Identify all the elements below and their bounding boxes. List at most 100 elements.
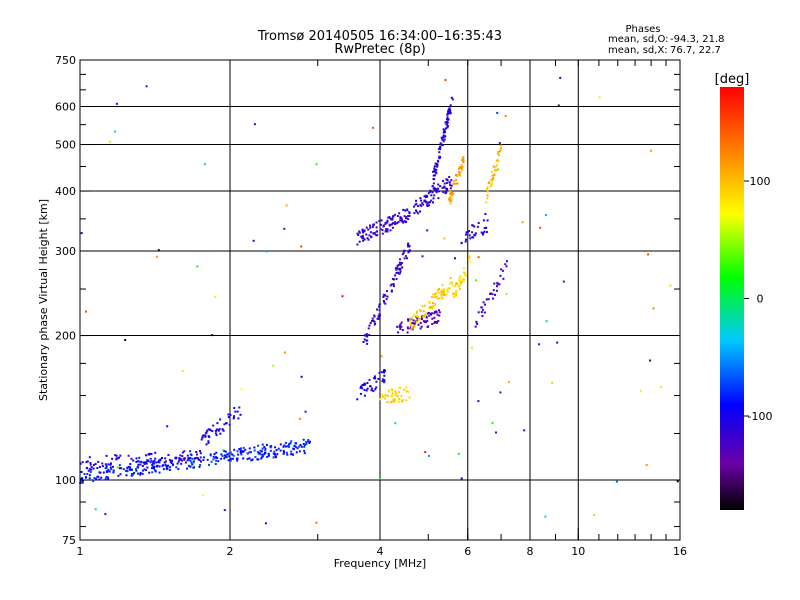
- data-point: [413, 313, 416, 316]
- data-point: [400, 262, 403, 264]
- data-point: [385, 298, 388, 301]
- data-point: [462, 159, 465, 161]
- data-point: [456, 182, 459, 185]
- gridlines: [80, 60, 680, 540]
- data-point: [214, 430, 217, 432]
- data-point: [416, 317, 419, 320]
- data-point: [126, 470, 129, 473]
- data-point: [201, 436, 204, 439]
- data-point: [450, 198, 453, 201]
- data-point: [163, 461, 166, 464]
- data-point: [161, 457, 163, 459]
- data-point: [144, 461, 147, 464]
- data-point: [180, 459, 183, 462]
- data-point: [198, 466, 201, 468]
- data-point: [190, 461, 193, 464]
- data-point: [196, 456, 199, 459]
- data-point: [259, 449, 262, 452]
- data-point: [410, 327, 413, 330]
- data-point: [383, 301, 386, 304]
- data-point: [109, 463, 112, 466]
- data-point: [388, 390, 390, 393]
- data-point: [303, 452, 306, 455]
- data-point: [465, 231, 468, 234]
- y-axis-label: Stationary phase Virtual Height [km]: [37, 199, 50, 401]
- data-point: [148, 471, 151, 474]
- data-point: [80, 480, 82, 483]
- data-point: [398, 386, 401, 389]
- data-point: [506, 260, 508, 263]
- data-point: [364, 334, 367, 337]
- data-point: [169, 466, 172, 469]
- data-point: [439, 147, 442, 150]
- data-point: [422, 320, 425, 323]
- data-point: [145, 462, 148, 465]
- data-point: [236, 450, 239, 453]
- data-point: [217, 460, 220, 463]
- data-point: [423, 315, 426, 318]
- data-point: [394, 274, 397, 277]
- data-point: [487, 298, 490, 301]
- data-point: [436, 165, 439, 168]
- data-point: [426, 319, 429, 322]
- data-point: [359, 392, 362, 395]
- data-point: [101, 462, 104, 465]
- data-point: [125, 474, 128, 477]
- data-point: [248, 457, 251, 460]
- data-point: [228, 455, 231, 458]
- data-point: [443, 182, 446, 185]
- data-point: [294, 445, 297, 448]
- data-point: [438, 287, 441, 290]
- data-point: [105, 465, 108, 468]
- data-point: [389, 284, 392, 287]
- data-point: [145, 85, 148, 88]
- data-point: [404, 220, 407, 223]
- data-point: [430, 194, 433, 197]
- data-point: [303, 445, 306, 448]
- data-point: [392, 278, 395, 281]
- data-point: [249, 451, 252, 454]
- data-point: [442, 289, 445, 292]
- data-point: [109, 466, 112, 469]
- data-point: [397, 263, 400, 266]
- data-point: [484, 303, 486, 306]
- data-point: [427, 192, 430, 195]
- data-point: [415, 209, 417, 212]
- data-point: [371, 226, 374, 228]
- data-point: [393, 397, 396, 400]
- data-point: [367, 238, 370, 241]
- data-point: [154, 451, 157, 454]
- data-point: [427, 201, 430, 204]
- data-point: [426, 204, 429, 207]
- data-point: [158, 459, 161, 462]
- data-point: [94, 463, 97, 465]
- data-point: [449, 193, 452, 196]
- data-point: [423, 304, 426, 307]
- data-point: [593, 514, 596, 516]
- data-point: [183, 450, 186, 453]
- data-point: [187, 457, 190, 460]
- data-point: [293, 444, 296, 447]
- data-point: [442, 134, 445, 137]
- data-point: [378, 313, 381, 316]
- data-point: [181, 451, 184, 454]
- colorbar-tick-label: -100: [748, 410, 773, 423]
- data-point: [140, 460, 143, 463]
- data-point: [137, 466, 140, 469]
- data-point: [410, 319, 412, 322]
- data-point: [135, 461, 138, 463]
- data-point: [669, 284, 672, 287]
- data-point: [164, 457, 167, 460]
- data-point: [474, 232, 477, 235]
- data-point: [285, 204, 288, 207]
- data-point: [107, 478, 109, 481]
- data-point: [394, 213, 396, 216]
- data-point: [459, 283, 462, 286]
- data-point: [470, 346, 473, 349]
- data-point: [474, 279, 477, 282]
- data-point: [266, 456, 269, 458]
- data-point: [235, 457, 238, 460]
- data-point: [433, 187, 436, 190]
- data-point: [115, 458, 118, 461]
- data-point: [228, 423, 231, 426]
